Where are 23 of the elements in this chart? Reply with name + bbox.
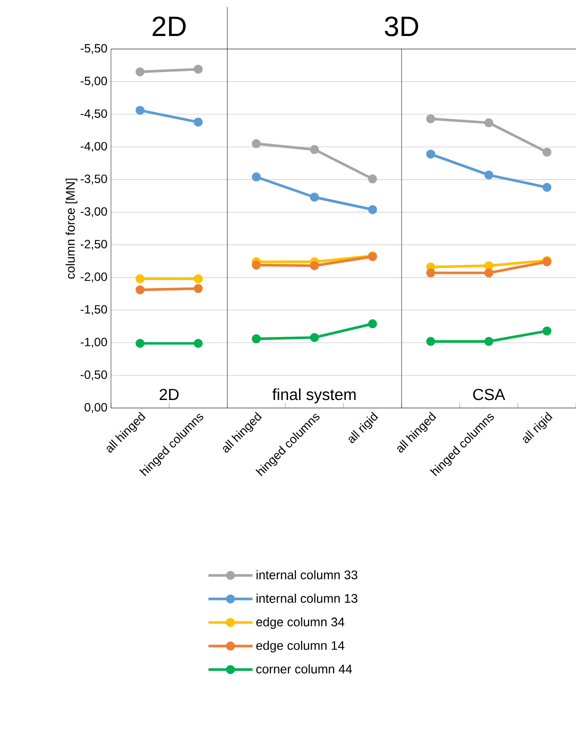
y-tick-label: -2,00 bbox=[80, 272, 108, 282]
y-tick-label: 0,00 bbox=[84, 403, 108, 413]
y-tick-label: -2,50 bbox=[80, 240, 108, 250]
legend-label: edge column 14 bbox=[256, 640, 344, 652]
y-tick-label: -4,00 bbox=[80, 142, 108, 152]
legend-label: edge column 34 bbox=[256, 617, 344, 629]
annotation: CSA bbox=[473, 388, 506, 400]
y-tick-label: -0,50 bbox=[80, 370, 108, 380]
y-tick-label: -3,50 bbox=[80, 174, 108, 184]
y-tick-label: -5,00 bbox=[80, 76, 108, 87]
y-axis-title: column force [MN] bbox=[66, 178, 78, 279]
legend-label: corner column 44 bbox=[256, 664, 352, 674]
legend-label: internal column 33 bbox=[256, 570, 358, 580]
annotation: 2D bbox=[160, 388, 179, 400]
y-tick-label: -1,00 bbox=[80, 338, 108, 348]
text: 2D bbox=[152, 16, 186, 36]
y-tick-label: -5,50 bbox=[80, 44, 108, 54]
legend-label: internal column 13 bbox=[256, 594, 358, 603]
annotation: final system bbox=[272, 388, 356, 404]
text: 3D bbox=[384, 16, 418, 36]
y-tick-label: -3,00 bbox=[80, 207, 108, 218]
y-tick-label: -4,50 bbox=[80, 109, 108, 120]
y-tick-label: -1,50 bbox=[80, 305, 108, 316]
